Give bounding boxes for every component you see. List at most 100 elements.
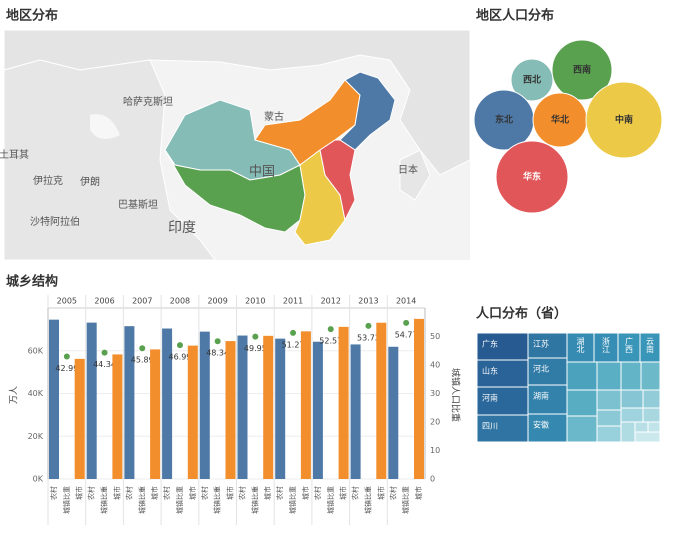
bar: [350, 344, 361, 479]
treemap-tile: [639, 332, 661, 363]
lake: [90, 114, 120, 139]
tile: [566, 389, 598, 417]
treemap-label: 湖北: [576, 337, 585, 354]
y-axis-label: 万人: [9, 386, 20, 404]
treemap-label: 浙江: [602, 336, 611, 354]
map-label: 哈萨克斯坦: [123, 95, 173, 108]
bubble-label: 东北: [495, 114, 513, 126]
map-label: 沙特阿拉伯: [30, 215, 80, 228]
series-sublabel: 城市: [226, 486, 235, 500]
bar: [312, 341, 323, 479]
x-category-label: 2005: [57, 297, 77, 306]
ratio-dot: [403, 319, 410, 326]
map-label: 伊拉克: [33, 174, 63, 187]
bubble-label: 华北: [551, 114, 569, 126]
ratio-label: 53.73: [357, 333, 380, 342]
bar: [112, 354, 123, 479]
ratio-dot: [290, 329, 297, 336]
ratio-label: 46.99: [168, 353, 191, 362]
tile: [642, 389, 661, 409]
series-sublabel: 城市: [301, 486, 310, 500]
treemap-tile: [476, 386, 529, 416]
map-label: 土耳其: [0, 148, 29, 161]
map-label: 伊朗: [80, 176, 100, 188]
tile: [596, 389, 622, 411]
bar: [162, 328, 173, 479]
x-category-label: 2014: [396, 297, 416, 306]
treemap-tile: [593, 332, 619, 363]
region-huadong: [319, 139, 356, 222]
ratio-dot: [63, 353, 70, 360]
series-sublabel: 农村: [351, 486, 360, 500]
series-sublabel: 农村: [162, 486, 171, 500]
series-sublabel: 城市: [188, 486, 197, 500]
tile: [566, 415, 598, 443]
bar: [414, 318, 424, 479]
series-sublabel: 城镇比重: [137, 486, 146, 514]
tile: [596, 425, 622, 443]
map: [3, 29, 471, 261]
map-label: 蒙古: [264, 110, 284, 123]
treemap-title: 人口分布（省）: [476, 306, 567, 322]
ratio-dot: [365, 322, 372, 329]
series-sublabel: 城镇比重: [401, 486, 410, 514]
bar: [199, 331, 210, 479]
series-sublabel: 农村: [275, 486, 284, 500]
bubble: [551, 39, 613, 101]
x-category-label: 2010: [245, 297, 265, 306]
bubble-title: 地区人口分布: [476, 8, 554, 24]
series-sublabel: 农村: [238, 486, 247, 500]
map-title: 地区分布: [6, 8, 58, 24]
series-sublabel: 农村: [388, 486, 397, 500]
ratio-label: 44.34: [93, 360, 116, 369]
series-sublabel: 城市: [112, 486, 121, 500]
y-tick-label: 60K: [28, 346, 44, 355]
tile: [620, 361, 642, 391]
tile: [642, 407, 661, 423]
x-category-label: 2011: [283, 297, 303, 306]
bar: [263, 335, 274, 479]
series-sublabel: 城镇比重: [326, 486, 335, 514]
y2-tick-label: 50: [430, 332, 440, 341]
y2-tick-label: 0: [430, 475, 435, 484]
bar: [49, 319, 59, 479]
tile: [596, 361, 622, 391]
ratio-label: 42.99: [55, 364, 78, 373]
ratio-dot: [139, 345, 146, 352]
y2-tick-label: 20: [430, 418, 440, 427]
ratio-label: 45.89: [131, 356, 154, 365]
ratio-dot: [176, 342, 183, 349]
treemap-label: 山东: [482, 366, 498, 376]
series-sublabel: 城镇比重: [100, 486, 109, 514]
series-sublabel: 农村: [313, 486, 322, 500]
tile: [596, 409, 622, 427]
series-sublabel: 城市: [150, 486, 159, 500]
treemap-tile: [566, 332, 595, 363]
ratio-label: 54.77: [395, 330, 418, 339]
bar: [86, 322, 97, 479]
map-label: 日本: [398, 163, 418, 176]
series-sublabel: 农村: [87, 486, 96, 500]
y2-tick-label: 40: [430, 361, 440, 370]
treemap-tile: [476, 414, 529, 443]
bubble: [495, 140, 569, 214]
series-sublabel: 城市: [263, 486, 272, 500]
bar: [338, 326, 349, 479]
land: [3, 59, 216, 261]
bar: [187, 345, 198, 479]
tile: [640, 361, 661, 391]
bar: [150, 349, 161, 479]
tile: [647, 421, 661, 433]
bar: [225, 341, 236, 479]
region-dongbei: [339, 71, 396, 151]
series-sublabel: 城镇比重: [213, 486, 222, 514]
x-category-label: 2006: [94, 297, 114, 306]
tile: [620, 407, 644, 423]
bar: [124, 326, 135, 479]
treemap-label: 广东: [482, 339, 498, 349]
ratio-label: 51.27: [282, 340, 305, 349]
series-sublabel: 城市: [339, 486, 348, 500]
treemap-label: 广西: [625, 336, 634, 354]
ratio-label: 52.57: [319, 337, 342, 346]
bubble-label: 西南: [573, 64, 591, 76]
